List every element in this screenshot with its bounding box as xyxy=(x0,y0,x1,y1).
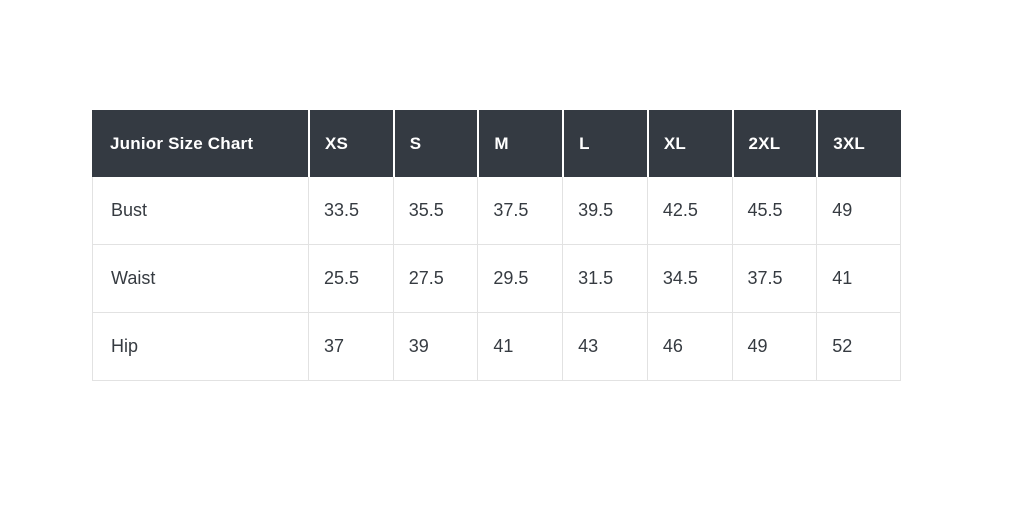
header-cell-xs: XS xyxy=(308,110,393,177)
header-cell-l: L xyxy=(562,110,647,177)
cell-waist-2xl: 37.5 xyxy=(731,245,817,313)
cell-bust-s: 35.5 xyxy=(392,177,478,245)
cell-hip-xl: 46 xyxy=(646,313,732,381)
header-cell-m: M xyxy=(477,110,563,177)
cell-bust-2xl: 45.5 xyxy=(731,177,817,245)
header-cell-xl: XL xyxy=(646,110,732,177)
cell-bust-l: 39.5 xyxy=(562,177,647,245)
table-row-bust: Bust 33.5 35.5 37.5 39.5 42.5 45.5 49 xyxy=(92,177,901,245)
cell-waist-s: 27.5 xyxy=(392,245,478,313)
junior-size-chart-table: Junior Size Chart XS S M L XL 2XL 3XL Bu… xyxy=(92,110,901,381)
cell-bust-xl: 42.5 xyxy=(646,177,732,245)
row-label-bust: Bust xyxy=(92,177,308,245)
cell-hip-s: 39 xyxy=(392,313,478,381)
row-label-hip: Hip xyxy=(92,313,308,381)
table-header-row: Junior Size Chart XS S M L XL 2XL 3XL xyxy=(92,110,901,177)
row-label-waist: Waist xyxy=(92,245,308,313)
cell-waist-3xl: 41 xyxy=(816,245,901,313)
cell-waist-xl: 34.5 xyxy=(646,245,732,313)
table-title: Junior Size Chart xyxy=(92,110,308,177)
cell-bust-xs: 33.5 xyxy=(308,177,393,245)
cell-waist-xs: 25.5 xyxy=(308,245,393,313)
cell-hip-l: 43 xyxy=(562,313,647,381)
header-cell-3xl: 3XL xyxy=(816,110,901,177)
table-row-hip: Hip 37 39 41 43 46 49 52 xyxy=(92,313,901,381)
table-row-waist: Waist 25.5 27.5 29.5 31.5 34.5 37.5 41 xyxy=(92,245,901,313)
cell-hip-m: 41 xyxy=(477,313,563,381)
cell-bust-m: 37.5 xyxy=(477,177,563,245)
header-cell-2xl: 2XL xyxy=(731,110,817,177)
cell-waist-m: 29.5 xyxy=(477,245,563,313)
cell-hip-xs: 37 xyxy=(308,313,393,381)
cell-bust-3xl: 49 xyxy=(816,177,901,245)
header-cell-s: S xyxy=(392,110,478,177)
cell-hip-2xl: 49 xyxy=(731,313,817,381)
cell-hip-3xl: 52 xyxy=(816,313,901,381)
cell-waist-l: 31.5 xyxy=(562,245,647,313)
